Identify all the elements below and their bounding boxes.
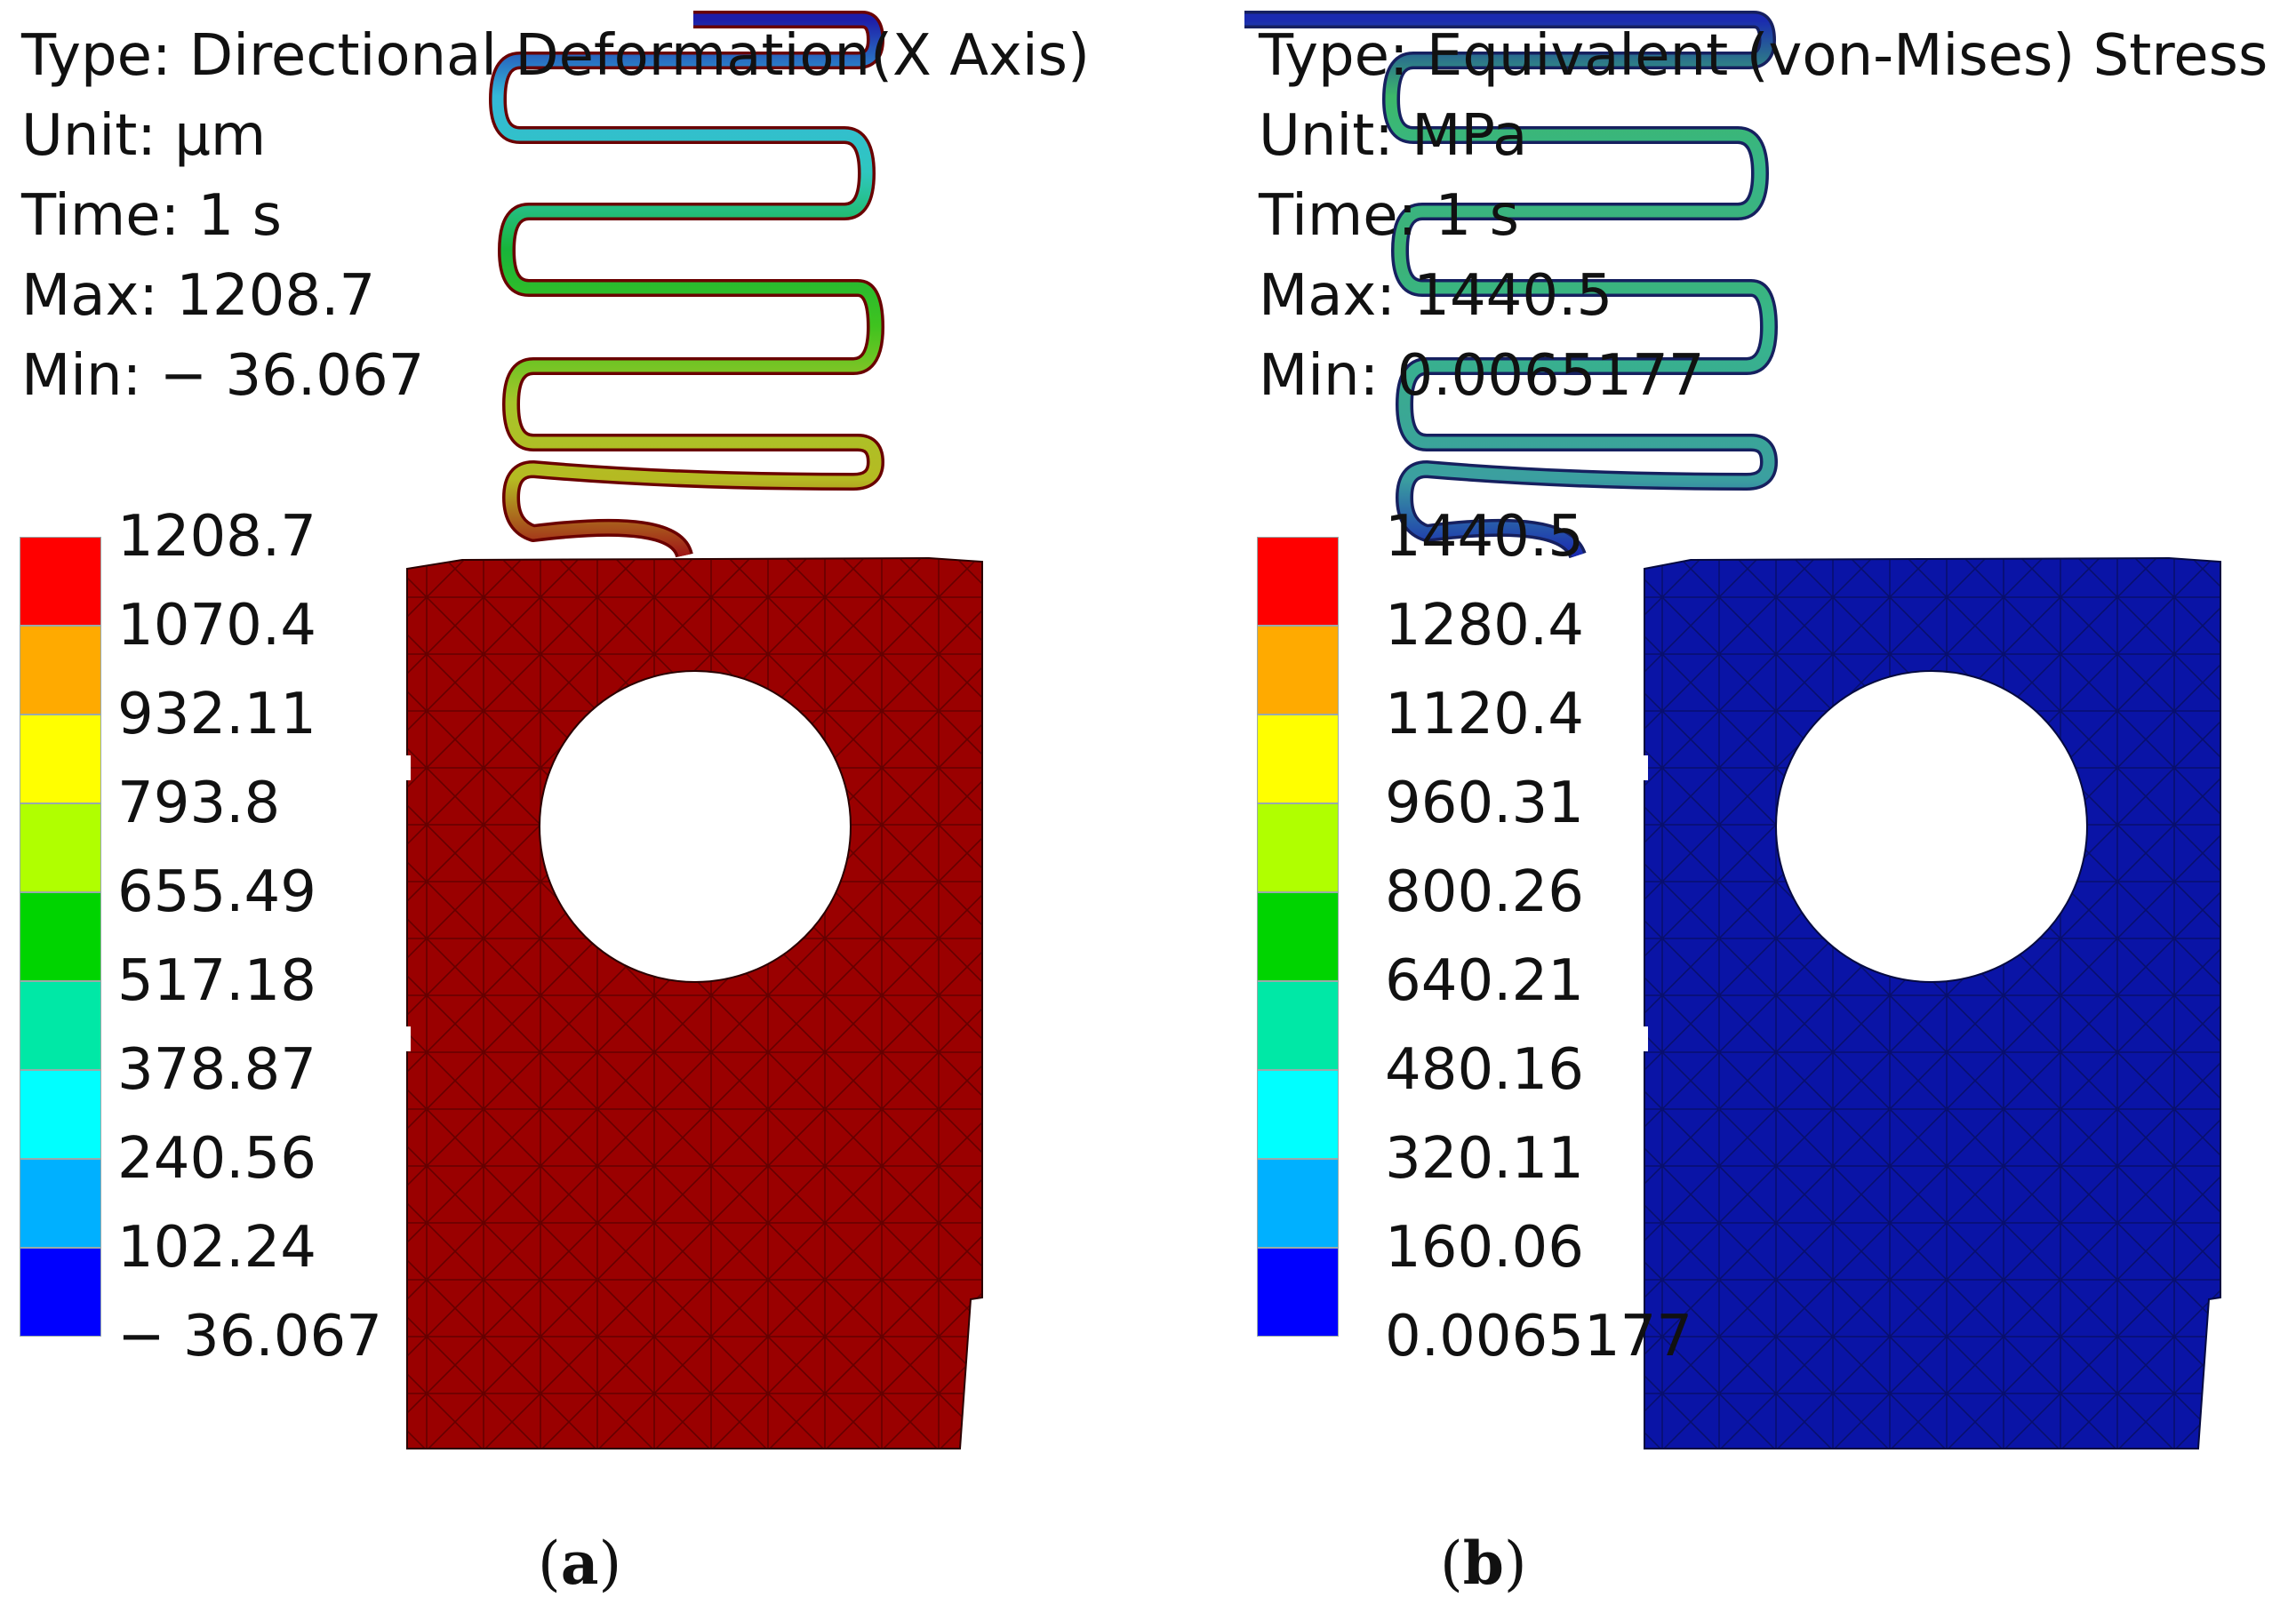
- legend-swatch: [1257, 803, 1339, 892]
- legend-swatch: [20, 981, 101, 1070]
- legend-swatch: [20, 1070, 101, 1159]
- body-notch: [1637, 755, 1648, 780]
- legend-swatch: [1257, 892, 1339, 981]
- result-min: Min: − 36.067: [21, 343, 425, 409]
- stress-model-render: [1236, 11, 2221, 1449]
- result-info-block: Type: Equivalent (von-Mises) Stress Unit…: [1259, 16, 2268, 416]
- legend-tick-label: 960.31: [1385, 771, 1584, 836]
- result-type: Type: Directional Deformation(X Axis): [21, 23, 1090, 89]
- result-time: Time: 1 s: [21, 183, 282, 249]
- legend-swatch: [20, 626, 101, 715]
- body-hole: [1775, 670, 2088, 983]
- legend-tick-label: 800.26: [1385, 859, 1584, 925]
- result-unit: Unit: µm: [21, 103, 267, 169]
- legend-swatch: [20, 537, 101, 626]
- legend-tick-label: − 36.067: [117, 1304, 382, 1369]
- panel-b-stress: Type: Equivalent (von-Mises) Stress Unit…: [1236, 0, 2296, 1621]
- result-type: Type: Equivalent (von-Mises) Stress: [1259, 23, 2268, 89]
- legend-tick-label: 517.18: [117, 948, 316, 1014]
- legend-swatch: [1257, 626, 1339, 715]
- caption-open: (: [1440, 1529, 1463, 1598]
- panel-caption: (b): [1440, 1529, 1527, 1598]
- legend-tick-label: 102.24: [117, 1215, 316, 1281]
- legend-swatch: [20, 803, 101, 892]
- legend-swatch: [1257, 1070, 1339, 1159]
- body-hole: [539, 670, 852, 983]
- legend-tick-label: 1440.5: [1385, 504, 1584, 570]
- deformation-model-render: [400, 11, 983, 1449]
- caption-letter: a: [560, 1529, 599, 1598]
- color-legend: [1257, 537, 1339, 1337]
- legend-swatch: [20, 715, 101, 803]
- legend-tick-label: 932.11: [117, 682, 316, 747]
- body-notch: [400, 1026, 411, 1051]
- legend-tick-label: 1208.7: [117, 504, 316, 570]
- legend-tick-label: 240.56: [117, 1126, 316, 1192]
- legend-swatch: [1257, 537, 1339, 626]
- legend-swatch: [20, 1248, 101, 1337]
- legend-tick-label: 655.49: [117, 859, 316, 925]
- legend-swatch: [20, 1159, 101, 1248]
- legend-tick-label: 793.8: [117, 771, 281, 836]
- body-notch: [400, 755, 411, 780]
- caption-close: ): [598, 1529, 622, 1598]
- legend-swatch: [20, 892, 101, 981]
- legend-tick-label: 1070.4: [117, 593, 316, 659]
- legend-swatch: [1257, 1248, 1339, 1337]
- legend-tick-label: 480.16: [1385, 1037, 1584, 1103]
- legend-tick-label: 0.0065177: [1385, 1304, 1693, 1369]
- result-info-block: Type: Directional Deformation(X Axis) Un…: [21, 16, 1090, 416]
- result-min: Min: 0.0065177: [1259, 343, 1705, 409]
- legend-tick-label: 160.06: [1385, 1215, 1584, 1281]
- result-max: Max: 1208.7: [21, 263, 376, 329]
- legend-tick-label: 378.87: [117, 1037, 316, 1103]
- caption-letter: b: [1462, 1529, 1504, 1598]
- legend-tick-label: 1120.4: [1385, 682, 1584, 747]
- color-legend: [20, 537, 101, 1337]
- caption-close: ): [1503, 1529, 1527, 1598]
- result-unit: Unit: MPa: [1259, 103, 1528, 169]
- result-max: Max: 1440.5: [1259, 263, 1613, 329]
- legend-tick-label: 1280.4: [1385, 593, 1584, 659]
- serpentine-spring-fill: [1244, 13, 1775, 558]
- caption-open: (: [538, 1529, 561, 1598]
- body-notch: [1637, 1026, 1648, 1051]
- legend-tick-label: 640.21: [1385, 948, 1584, 1014]
- result-time: Time: 1 s: [1259, 183, 1519, 249]
- panel-caption: (a): [538, 1529, 621, 1598]
- legend-swatch: [1257, 1159, 1339, 1248]
- legend-swatch: [1257, 981, 1339, 1070]
- serpentine-spring-fill: [492, 13, 882, 558]
- legend-swatch: [1257, 715, 1339, 803]
- panel-a-deformation: Type: Directional Deformation(X Axis) Un…: [0, 0, 1147, 1621]
- legend-tick-label: 320.11: [1385, 1126, 1584, 1192]
